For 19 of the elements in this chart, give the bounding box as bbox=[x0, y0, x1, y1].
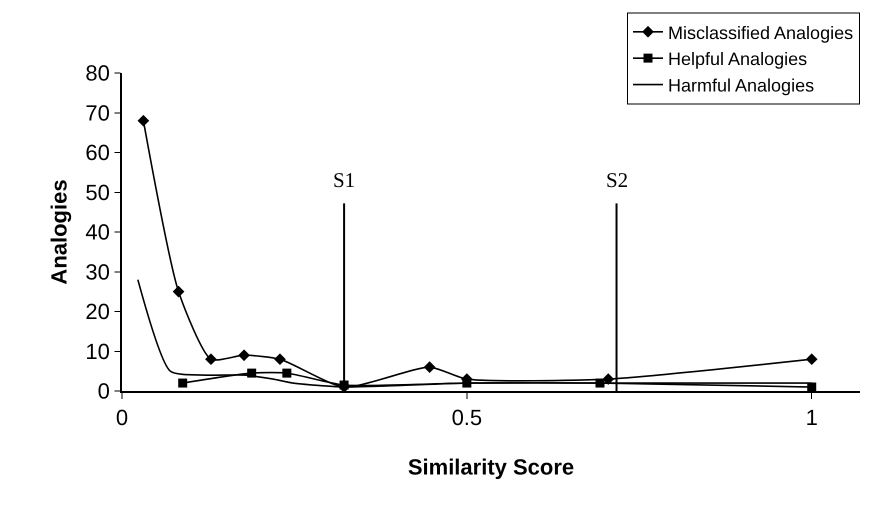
y-axis-title: Analogies bbox=[46, 179, 72, 285]
x-tick-label: 0.5 bbox=[452, 405, 482, 430]
y-tick-label: 20 bbox=[85, 299, 110, 324]
y-tick-label: 70 bbox=[85, 100, 110, 126]
x-tick-label: 0 bbox=[116, 405, 128, 430]
x-axis-title: Similarity Score bbox=[408, 454, 574, 480]
y-tick-label: 80 bbox=[85, 60, 110, 86]
y-tick-label: 50 bbox=[85, 180, 110, 205]
legend-label: Misclassified Analogies bbox=[668, 22, 854, 43]
y-tick-label: 0 bbox=[98, 378, 110, 404]
y-tick-label: 10 bbox=[85, 338, 110, 364]
y-tick-label: 40 bbox=[85, 220, 110, 245]
ref-line-label: S2 bbox=[606, 168, 628, 192]
legend-label: Helpful Analogies bbox=[668, 49, 808, 70]
legend-label: Harmful Analogies bbox=[668, 76, 814, 96]
x-tick-label: 1 bbox=[806, 405, 818, 430]
y-tick-label: 60 bbox=[85, 140, 110, 166]
y-tick-label: 30 bbox=[85, 259, 110, 284]
ref-line-label: S1 bbox=[333, 168, 356, 192]
